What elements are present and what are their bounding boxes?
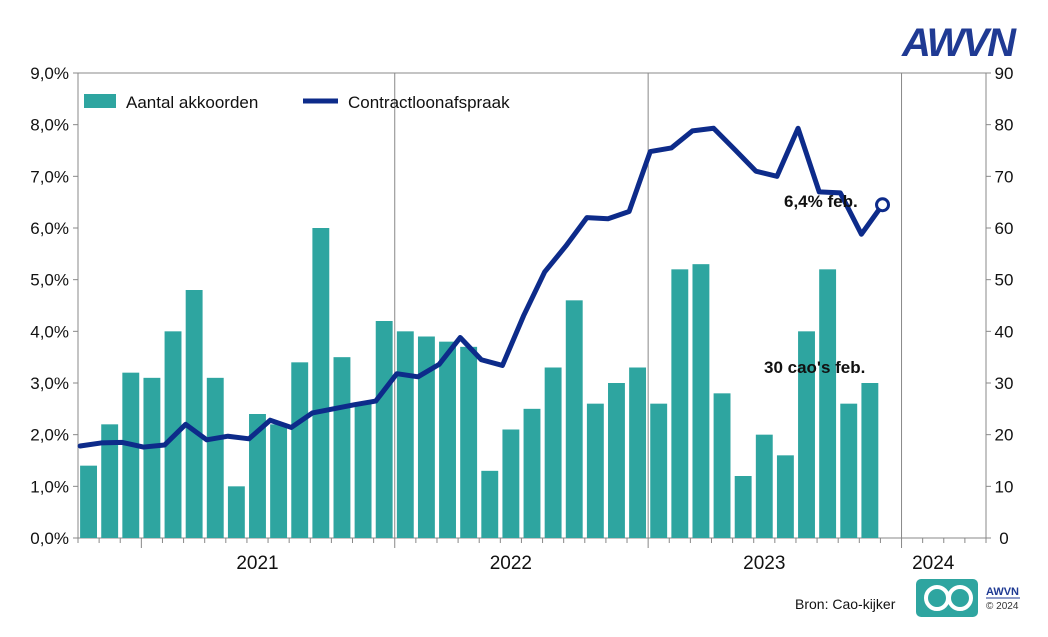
bar: [544, 367, 562, 538]
year-label: 2021: [236, 553, 278, 574]
left-tick-label: 9,0%: [30, 64, 69, 83]
right-tick-label: 10: [995, 477, 1014, 496]
bar: [417, 336, 435, 538]
legend-swatch-bars: [84, 94, 116, 108]
right-tick-label: 60: [995, 219, 1014, 238]
bar: [776, 455, 794, 538]
left-tick-label: 2,0%: [30, 426, 69, 445]
line-series-contractloonafspraak: [77, 125, 891, 450]
bar: [122, 372, 140, 538]
bar: [713, 393, 731, 538]
bar: [396, 331, 414, 538]
line-end-marker: [875, 197, 891, 213]
bar: [565, 300, 583, 538]
bar-series-aantal-akkoorden: [80, 228, 879, 538]
bar: [312, 228, 330, 538]
annotation-bar-end: 30 cao's feb.: [764, 358, 865, 377]
bar: [650, 403, 668, 538]
right-tick-label: 70: [995, 167, 1014, 186]
awvn-small-logo: AWVN: [986, 586, 1019, 598]
left-tick-label: 5,0%: [30, 271, 69, 290]
bar: [586, 403, 604, 538]
year-label: 2023: [743, 553, 785, 574]
bar: [692, 264, 710, 538]
left-tick-label: 3,0%: [30, 374, 69, 393]
left-tick-label: 1,0%: [30, 477, 69, 496]
awvn-logo: AWVN: [901, 21, 1017, 65]
copyright-label: © 2024: [986, 601, 1019, 612]
right-tick-label: 20: [995, 426, 1014, 445]
bar: [439, 341, 456, 538]
right-tick-label: 40: [995, 322, 1014, 341]
year-label: 2022: [490, 553, 532, 574]
left-axis: 0,0% 1,0% 2,0% 3,0% 4,0% 5,0% 6,0% 7,0% 8,0% 9,0%: [30, 64, 78, 548]
left-tick-label: 6,0%: [30, 219, 69, 238]
annotation-line-end: 6,4% feb.: [784, 192, 858, 211]
bar: [608, 383, 625, 538]
bar: [143, 377, 161, 538]
bar: [798, 331, 815, 538]
left-tick-label: 7,0%: [30, 167, 69, 186]
bar: [755, 434, 773, 538]
bar: [375, 321, 393, 538]
right-tick-label: 50: [995, 271, 1014, 290]
bar: [249, 414, 266, 538]
bar: [185, 290, 203, 538]
source-label: Bron: Cao-kijker: [795, 596, 896, 612]
bar: [333, 357, 351, 538]
series-line: [77, 125, 886, 450]
bar: [734, 476, 752, 538]
bar: [819, 269, 837, 538]
bar: [861, 383, 879, 538]
x-axis-year-labels: 2021 2022 2023 2024: [236, 553, 954, 574]
bar: [101, 424, 119, 538]
bar: [227, 486, 245, 538]
right-tick-label: 0: [999, 529, 1008, 548]
bar: [460, 346, 478, 538]
x-axis-month-ticks: [77, 538, 987, 548]
bar: [291, 362, 309, 538]
right-axis: 0 10 20 30 40 50 60 70 80 90: [986, 64, 1013, 548]
bar: [523, 408, 541, 538]
bar: [80, 465, 98, 538]
right-tick-label: 90: [995, 64, 1014, 83]
year-label: 2024: [912, 553, 955, 574]
right-tick-label: 30: [995, 374, 1014, 393]
bar: [354, 403, 372, 538]
left-tick-label: 0,0%: [30, 529, 69, 548]
right-tick-label: 80: [995, 116, 1014, 135]
bar: [671, 269, 689, 538]
bar: [840, 403, 858, 538]
bar: [270, 424, 288, 538]
bar: [481, 470, 499, 538]
legend-label-bars: Aantal akkoorden: [126, 93, 258, 112]
cao-kijker-logo-icon: [916, 579, 978, 617]
legend: Aantal akkoorden Contractloonafspraak: [84, 93, 510, 112]
left-tick-label: 8,0%: [30, 116, 69, 135]
legend-label-line: Contractloonafspraak: [348, 93, 510, 112]
bar: [502, 429, 520, 538]
bar: [629, 367, 647, 538]
left-tick-label: 4,0%: [30, 322, 69, 341]
bar: [206, 377, 224, 538]
